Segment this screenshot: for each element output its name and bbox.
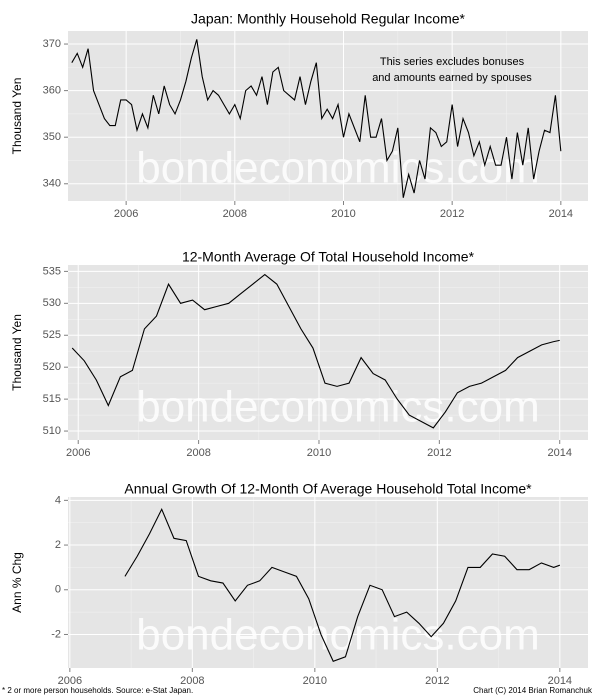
y-tick-label: 535: [43, 265, 61, 277]
plot-panel: [68, 497, 588, 668]
y-tick-label: 530: [43, 297, 61, 309]
y-tick-label: 370: [43, 38, 61, 50]
x-tick-label: 2006: [114, 208, 138, 220]
footer-credit: Chart (C) 2014 Brian Romanchuk: [473, 686, 593, 695]
y-tick-label: 0: [55, 584, 61, 596]
watermark: bondeconomics.com: [136, 144, 540, 193]
y-tick-label: -2: [51, 628, 61, 640]
x-tick-label: 2014: [549, 208, 573, 220]
y-tick-label: 350: [43, 131, 61, 143]
footer-source: * 2 or more person households. Source: e…: [2, 686, 193, 695]
x-tick-label: 2014: [548, 675, 572, 687]
y-tick-label: 4: [55, 494, 61, 506]
plot-panel: [68, 31, 588, 201]
x-tick-label: 2012: [427, 447, 451, 459]
x-tick-label: 2010: [331, 208, 355, 220]
x-tick-label: 2006: [58, 675, 82, 687]
y-axis-label: Ann % Chg: [10, 552, 24, 613]
chart-title: 12-Month Average Of Total Household Inco…: [182, 249, 475, 265]
x-tick-label: 2012: [425, 675, 449, 687]
data-line: [124, 507, 561, 662]
chart-title: Japan: Monthly Household Regular Income*: [191, 11, 465, 27]
y-axis-label: Thousand Yen: [10, 314, 24, 391]
y-tick-label: 360: [43, 85, 61, 97]
x-tick-label: 2010: [303, 675, 327, 687]
annotation: and amounts earned by spouses: [372, 72, 532, 84]
x-tick-label: 2008: [180, 675, 204, 687]
x-tick-label: 2008: [186, 447, 210, 459]
x-tick-label: 2014: [547, 447, 571, 459]
annotation: This series excludes bonuses: [380, 56, 525, 68]
x-tick-label: 2010: [307, 447, 331, 459]
watermark: bondeconomics.com: [136, 611, 540, 660]
y-tick-label: 2: [55, 539, 61, 551]
y-axis-label: Thousand Yen: [10, 78, 24, 155]
watermark: bondeconomics.com: [136, 383, 540, 432]
y-tick-label: 515: [43, 393, 61, 405]
x-tick-label: 2012: [440, 208, 464, 220]
plot-panel: [68, 265, 588, 440]
y-tick-label: 510: [43, 425, 61, 437]
x-tick-label: 2008: [223, 208, 247, 220]
data-line: [71, 273, 560, 429]
x-tick-label: 2006: [66, 447, 90, 459]
data-line: [71, 39, 562, 198]
y-tick-label: 520: [43, 361, 61, 373]
y-tick-label: 525: [43, 329, 61, 341]
chart-title: Annual Growth Of 12-Month Of Average Hou…: [124, 481, 532, 497]
y-tick-label: 340: [43, 178, 61, 190]
